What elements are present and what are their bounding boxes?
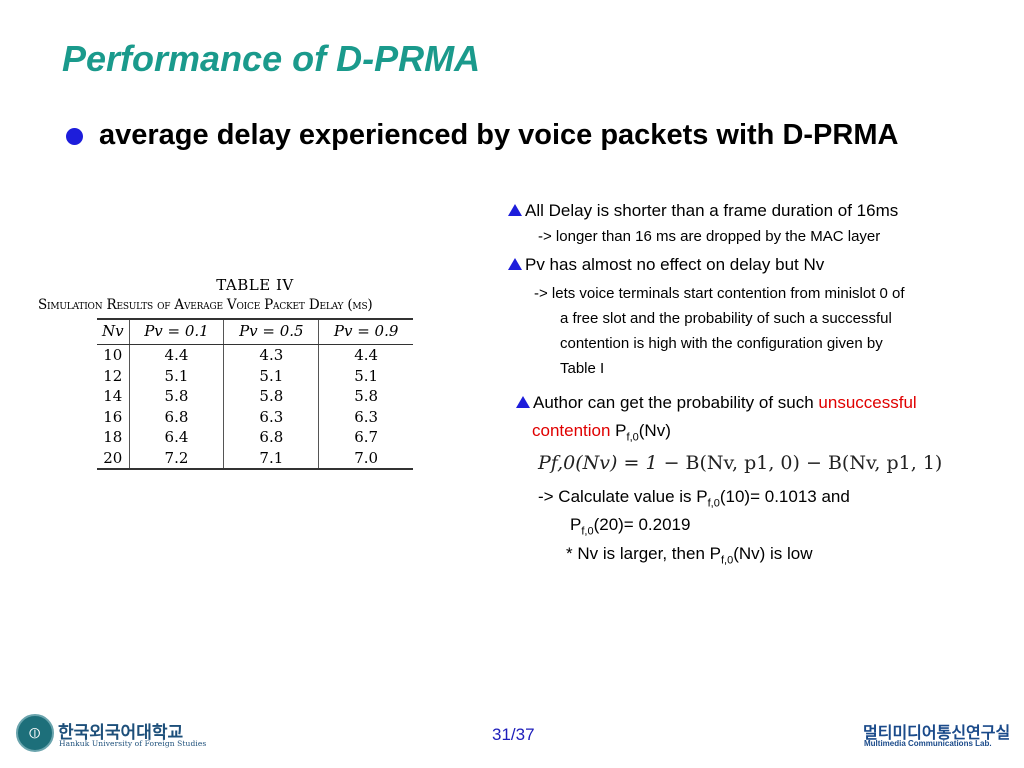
delay-table: Nv Pv = 0.1 Pv = 0.5 Pv = 0.9 10 4.4 4.3 4.… [97,318,413,470]
table-cell: 16 [103,407,123,426]
bullet-heading: average delay experienced by voice packe… [99,119,899,151]
table-row: 10 4.4 4.3 4.4 [97,344,413,366]
table-cell: 6.3 [318,406,413,427]
note-3: Author can get the probability of such u… [516,392,917,414]
university-name-ko: 한국외국어대학교 [58,723,184,742]
bullet-dot-icon [66,128,83,145]
note-2-text: Pv has almost no effect on delay but Nv [525,255,825,274]
lab-name-ko: 멀티미디어통신연구실 [863,725,1011,742]
header-pv-05: Pv = 0.5 [223,318,319,345]
note-2-sub-1: -> lets voice terminals start contention… [534,285,905,302]
table-cell: 12 [103,366,123,385]
calc-2-sub: f,0 [581,525,594,538]
note-1: All Delay is shorter than a frame durati… [508,200,898,222]
star-sub: f,0 [720,554,734,567]
table-subcaption: Simulation Results of Average Voice Pack… [38,297,373,313]
table-cell: 6.4 [128,427,224,448]
formula-lhs: Pf,0(Nv) = 1 − [538,452,686,474]
calc-1-post: (10)= 0.1013 and [719,487,850,506]
calc-line-1: -> Calculate value is Pf,0(10)= 0.1013 a… [538,486,850,514]
note-1-text: All Delay is shorter than a frame durati… [525,201,899,220]
university-seal-icon: ⦶ [16,714,54,752]
note-1-sub: -> longer than 16 ms are dropped by the … [538,228,881,245]
table-cell: 6.7 [318,427,413,448]
formula-minus: − [799,452,828,474]
calc-line-2: Pf,0(20)= 0.2019 [570,514,690,542]
triangle-bullet-icon [516,396,530,408]
table-cell: 14 [103,387,123,405]
table-cell: 5.1 [318,365,413,386]
star-post: (Nv) is low [733,544,813,563]
lab-name-en: Multimedia Communications Lab. [864,739,992,748]
table-row: 12 5.1 5.1 5.1 [97,365,413,386]
table-cell: 4.4 [318,344,413,366]
slide-title: Performance of D-PRMA [62,38,481,79]
university-logo: ⦶ [16,714,54,752]
table-row: 14 5.8 5.8 5.8 [97,386,413,407]
triangle-bullet-icon [508,204,522,216]
calc-1-pre: -> Calculate value is P [538,487,708,506]
calc-1-sub: f,0 [707,497,720,510]
table-header-row: Nv Pv = 0.1 Pv = 0.5 Pv = 0.9 [97,318,413,345]
page-number: 31/37 [492,725,535,744]
table-cell: 5.8 [318,386,413,407]
header-pv-01: Pv = 0.1 [128,318,224,345]
note-3-text: Author can get the probability of such [533,393,819,412]
note-2-sub-2: a free slot and the probability of such … [560,310,892,327]
note-3-post: (Nv) [638,421,671,440]
triangle-bullet-icon [508,258,522,270]
star-pre: * Nv is larger, then P [566,544,721,563]
table-row: 18 6.4 6.8 6.7 [97,427,413,448]
table-cell: 7.0 [318,447,413,470]
table-cell: 5.1 [223,365,319,386]
note-3-highlight-2: contention [532,421,611,440]
note-3-p: P [610,421,627,440]
table-cell: 4.4 [128,344,224,366]
table-caption: TABLE IV [216,276,294,294]
note-3-line-2: contention Pf,0(Nv) [532,420,671,448]
calc-2-pre: P [570,515,582,534]
table-cell: 6.3 [223,406,319,427]
note-2-sub-3: contention is high with the configuratio… [560,335,883,352]
formula-term-1: B(Nv, p1, 0) [685,452,800,474]
star-note: * Nv is larger, then Pf,0(Nv) is low [566,543,813,571]
table-row: 16 6.8 6.3 6.3 [97,406,413,427]
formula-term-2: B(Nv, p1, 1) [827,452,943,474]
table-row: 20 7.2 7.1 7.0 [97,447,413,470]
calc-2-post: (20)= 0.2019 [593,515,691,534]
note-3-highlight: unsuccessful [818,393,917,412]
note-3-subscript: f,0 [626,431,639,444]
university-name-en: Hankuk University of Foreign Studies [59,739,207,748]
table-cell: 4.3 [223,344,319,366]
table-cell: 6.8 [223,427,319,448]
note-2-sub-4: Table I [560,360,605,377]
table-cell: 5.1 [128,365,224,386]
table-cell: 6.8 [128,406,224,427]
table-cell: 5.8 [223,386,319,407]
table-cell: 10 [103,346,123,364]
header-pv-09: Pv = 0.9 [318,318,413,345]
table-cell: 20 [97,447,130,470]
table-cell: 5.8 [128,386,224,407]
table-cell: 7.2 [128,447,224,470]
formula: Pf,0(Nv) = 1 − B(Nv, p1, 0) − B(Nv, p1, … [538,452,942,474]
note-2: Pv has almost no effect on delay but Nv [508,254,824,276]
table-cell: 18 [103,428,123,446]
header-nv: Nv [97,318,130,345]
table-cell: 7.1 [223,447,319,470]
